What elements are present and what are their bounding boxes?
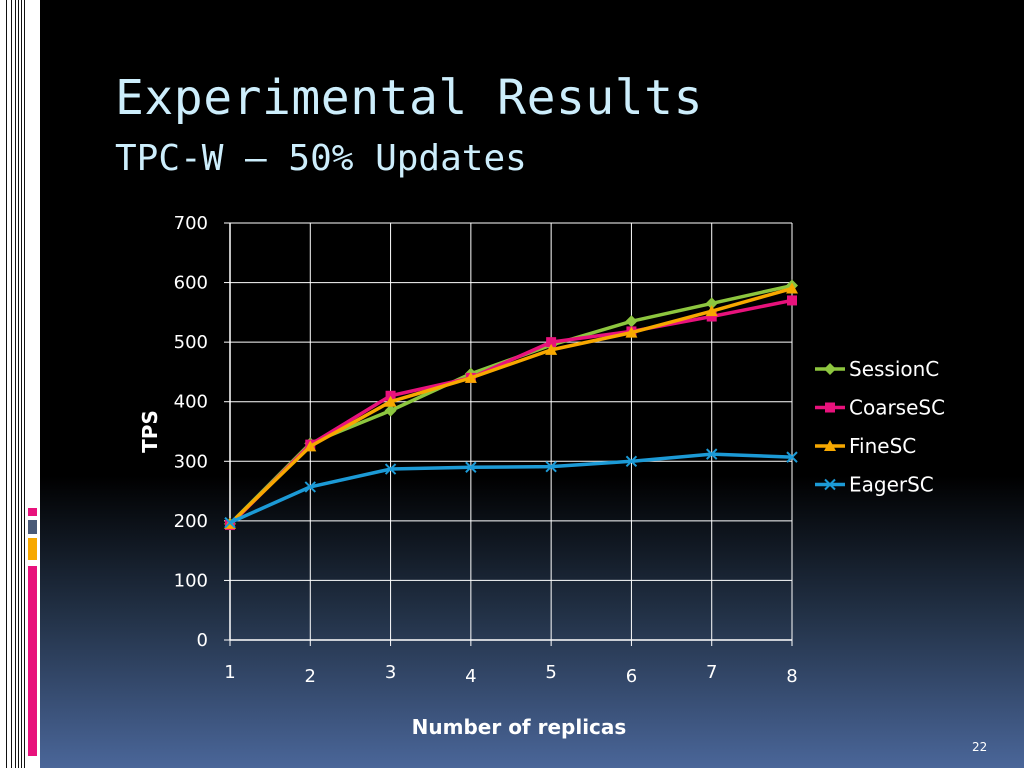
data-point-finesc (705, 305, 718, 317)
data-point-finesc (786, 282, 798, 294)
x-tick-label: 6 (626, 666, 637, 687)
data-point-coarsesc (546, 337, 557, 348)
data-point-eagersc (545, 460, 557, 473)
data-point-finesc (464, 371, 477, 383)
strip-line (24, 0, 25, 768)
data-point-eagersc (786, 451, 798, 463)
y-tick-label: 0 (197, 630, 208, 651)
left-decorative-strip (0, 0, 40, 768)
series-line-finesc (228, 286, 793, 526)
data-point-eagersc (304, 481, 316, 493)
legend-label-sessionc: SessionC (849, 357, 939, 381)
legend-label-eagersc: EagerSC (849, 473, 934, 497)
data-point-finesc (304, 440, 317, 452)
data-point-coarsesc (787, 295, 797, 306)
y-tick-label: 700 (174, 213, 208, 234)
x-tick-label: 5 (545, 662, 556, 683)
data-point-eagersc (465, 461, 477, 473)
legend-label-coarsesc: CoarseSC (849, 396, 945, 420)
x-tick-label: 2 (305, 666, 316, 687)
data-point-eagersc (625, 455, 638, 467)
x-axis-title: Number of replicas (412, 715, 627, 739)
x-tick-label: 4 (465, 666, 476, 687)
legend-marker-finesc (824, 440, 836, 451)
data-point-eagersc (224, 516, 236, 529)
legend-marker-eagersc (824, 478, 836, 491)
y-tick-label: 200 (174, 511, 208, 532)
data-point-eagersc (384, 463, 397, 475)
x-tick-label: 1 (224, 662, 235, 683)
y-tick-label: 600 (174, 273, 208, 294)
y-tick-label: 400 (174, 392, 208, 413)
y-tick-label: 500 (174, 332, 208, 353)
strip-line (15, 0, 16, 768)
x-tick-label: 3 (385, 662, 396, 683)
data-point-sessionc (384, 404, 397, 417)
y-tick-label: 100 (174, 570, 208, 591)
page-number: 22 (972, 740, 988, 754)
data-point-coarsesc (706, 311, 717, 322)
data-point-sessionc (705, 297, 718, 310)
series-line-coarsesc (228, 298, 793, 527)
x-tick-label: 7 (706, 662, 717, 683)
legend-label-finesc: FineSC (849, 434, 916, 458)
data-point-finesc (625, 326, 638, 338)
legend-marker-coarsesc (825, 402, 835, 413)
strip-line (21, 0, 22, 768)
legend-marker-sessionc (824, 363, 836, 375)
accent-bar-slate (28, 520, 37, 534)
accent-bar-orange (28, 538, 37, 560)
data-point-eagersc (706, 448, 718, 460)
slide-subtitle: TPC-W – 50% Updates (115, 138, 527, 179)
data-point-sessionc (625, 315, 638, 328)
x-tick-label: 8 (786, 666, 797, 687)
strip-line (11, 0, 12, 768)
data-point-finesc (384, 395, 397, 407)
accent-bar-pink-long (28, 566, 37, 756)
y-axis-title: TPS (138, 410, 162, 453)
strip-line (6, 0, 7, 768)
strip-line (18, 0, 19, 768)
series-line-eagersc (229, 452, 793, 525)
y-tick-label: 300 (174, 451, 208, 472)
data-point-finesc (545, 343, 558, 355)
accent-bar-pink (28, 508, 37, 516)
slide-title: Experimental Results (115, 70, 703, 126)
